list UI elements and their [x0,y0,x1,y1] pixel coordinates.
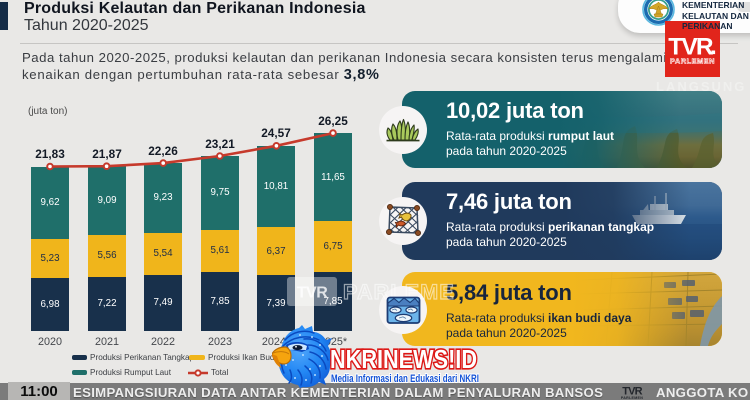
svg-text:PARLEMEN: PARLEMEN [670,57,715,66]
svg-text:NKRINEWS!ID: NKRINEWS!ID [330,344,477,374]
svg-text:PARLEMEN: PARLEMEN [621,396,643,400]
svg-text:Media Informasi dan Edukasi da: Media Informasi dan Edukasi dari NKRI [331,373,479,385]
svg-text:TVR: TVR [668,34,714,61]
svg-text:TVR: TVR [622,385,642,397]
svg-text:TVR: TVR [297,285,328,302]
